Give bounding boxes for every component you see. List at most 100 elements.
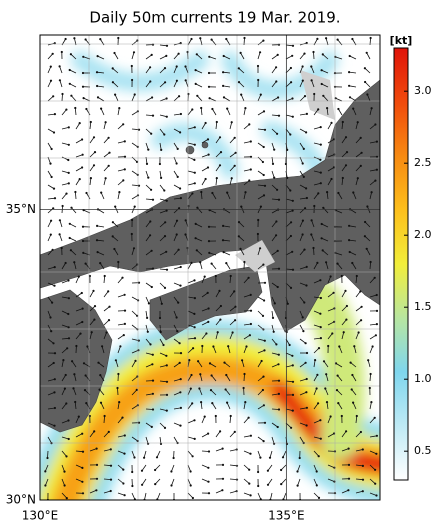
arrow: [71, 360, 77, 368]
arrow-head: [70, 206, 73, 209]
arrow: [103, 449, 111, 452]
arrow-head: [317, 496, 321, 499]
arrow: [145, 170, 149, 178]
arrow-head: [67, 158, 70, 162]
arrow-head: [359, 290, 362, 293]
arrow-head: [363, 235, 366, 238]
arrow-head: [234, 319, 237, 322]
arrow-head: [359, 136, 362, 139]
arrow: [212, 192, 217, 200]
arrow-head: [276, 53, 279, 57]
arrow: [209, 97, 217, 102]
arrow-head: [119, 345, 122, 348]
arrow-head: [131, 78, 134, 82]
arrow: [313, 170, 321, 173]
arrow-head: [143, 456, 146, 459]
arrow: [243, 417, 249, 424]
arrow-head: [113, 247, 116, 251]
arrow-head: [133, 205, 136, 208]
arrow-head: [342, 331, 345, 334]
arrow-head: [248, 179, 251, 182]
arrow-head: [179, 352, 183, 355]
arrow-head: [291, 54, 294, 57]
arrow-head: [276, 425, 279, 429]
arrow: [187, 478, 192, 486]
arrow-head: [64, 37, 67, 41]
arrow: [327, 138, 335, 144]
arrow-head: [104, 177, 107, 180]
arrow-head: [165, 54, 168, 58]
arrow: [210, 389, 217, 396]
arrow-head: [81, 225, 85, 228]
arrow-head: [108, 305, 111, 308]
arrow: [187, 347, 194, 354]
arrow: [313, 419, 321, 424]
arrow-head: [190, 261, 193, 264]
arrow-head: [340, 414, 343, 418]
arrow: [313, 193, 319, 200]
arrow: [61, 296, 69, 299]
arrow-head: [176, 147, 179, 150]
arrow-head: [122, 179, 125, 182]
arrow: [187, 109, 193, 116]
arrow: [201, 308, 209, 312]
arrow: [114, 206, 119, 214]
arrow-head: [348, 224, 351, 227]
arrow: [47, 310, 51, 318]
arrow-head: [96, 224, 99, 227]
arrow-head: [107, 290, 110, 293]
arrow: [173, 266, 181, 270]
arrow: [369, 294, 377, 298]
arrow-head: [165, 393, 169, 396]
arrow-head: [130, 64, 133, 68]
arrow-head: [137, 421, 141, 424]
arrow: [145, 209, 153, 214]
arrow: [159, 408, 167, 411]
arrow-head: [348, 250, 351, 254]
arrow-head: [341, 176, 344, 180]
arrow: [341, 489, 349, 494]
arrow-head: [317, 347, 321, 350]
arrow: [159, 142, 162, 150]
arrow-head: [52, 361, 55, 365]
arrow: [117, 417, 123, 424]
arrow-head: [49, 162, 52, 165]
arrow-head: [191, 192, 194, 195]
arrow-head: [266, 469, 269, 472]
arrow-head: [150, 285, 153, 289]
arrow: [47, 96, 54, 102]
arrow-head: [305, 196, 308, 200]
arrow-head: [163, 286, 167, 289]
arrow: [321, 223, 329, 228]
arrow: [197, 207, 203, 214]
colorbar-tick-label: 3.0: [414, 84, 432, 97]
arrow: [335, 363, 343, 368]
arrow-head: [134, 359, 137, 362]
arrow-head: [243, 36, 246, 40]
arrow-head: [277, 408, 281, 411]
arrow-head: [150, 249, 153, 252]
arrow: [243, 294, 251, 298]
arrow: [85, 375, 91, 382]
arrow: [97, 225, 105, 228]
arrow-head: [150, 132, 153, 135]
arrow-head: [226, 191, 229, 194]
arrow-head: [301, 219, 304, 222]
minor-grid: [40, 35, 380, 500]
arrow-head: [374, 334, 377, 337]
arrow: [117, 450, 125, 454]
arrow: [327, 433, 335, 438]
arrow-head: [332, 166, 336, 169]
arrow-head: [207, 71, 211, 75]
arrow: [131, 310, 138, 317]
arrow-head: [244, 107, 247, 110]
arrow-head: [289, 286, 293, 289]
arrow-head: [215, 177, 218, 180]
arrow-head: [240, 93, 243, 96]
arrow-head: [263, 421, 267, 424]
arrow: [145, 408, 154, 410]
arrow-head: [296, 470, 299, 473]
arrow-head: [95, 489, 98, 492]
arrow-head: [58, 233, 61, 236]
arrow: [243, 323, 251, 326]
